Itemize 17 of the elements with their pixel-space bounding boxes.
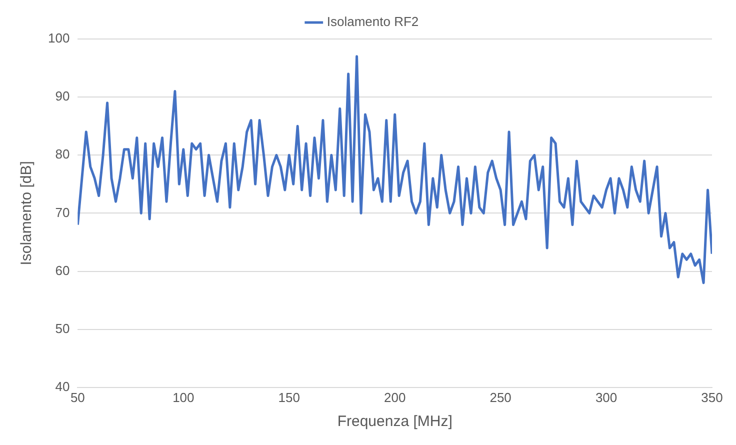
- x-tick-label: 250: [490, 390, 512, 405]
- y-tick-label: 70: [55, 204, 70, 220]
- x-tick-label: 300: [595, 390, 618, 405]
- x-tick-label: 350: [701, 390, 723, 405]
- y-tick-label: 90: [55, 88, 70, 104]
- y-tick-label: 40: [55, 378, 70, 394]
- x-axis-title: Frequenza [MHz]: [337, 413, 452, 430]
- x-tick-label: 200: [384, 390, 406, 405]
- y-axis-title: Isolamento [dB]: [18, 161, 36, 266]
- legend-label: Isolamento RF2: [326, 14, 419, 30]
- y-tick-label: 100: [48, 30, 70, 46]
- x-tick-label: 100: [172, 390, 194, 405]
- y-tick-label: 50: [55, 320, 70, 336]
- x-tick-label: 150: [278, 390, 300, 405]
- y-tick-label: 60: [55, 262, 70, 278]
- x-tick-label: 50: [70, 390, 85, 405]
- y-tick-label: 80: [55, 146, 70, 162]
